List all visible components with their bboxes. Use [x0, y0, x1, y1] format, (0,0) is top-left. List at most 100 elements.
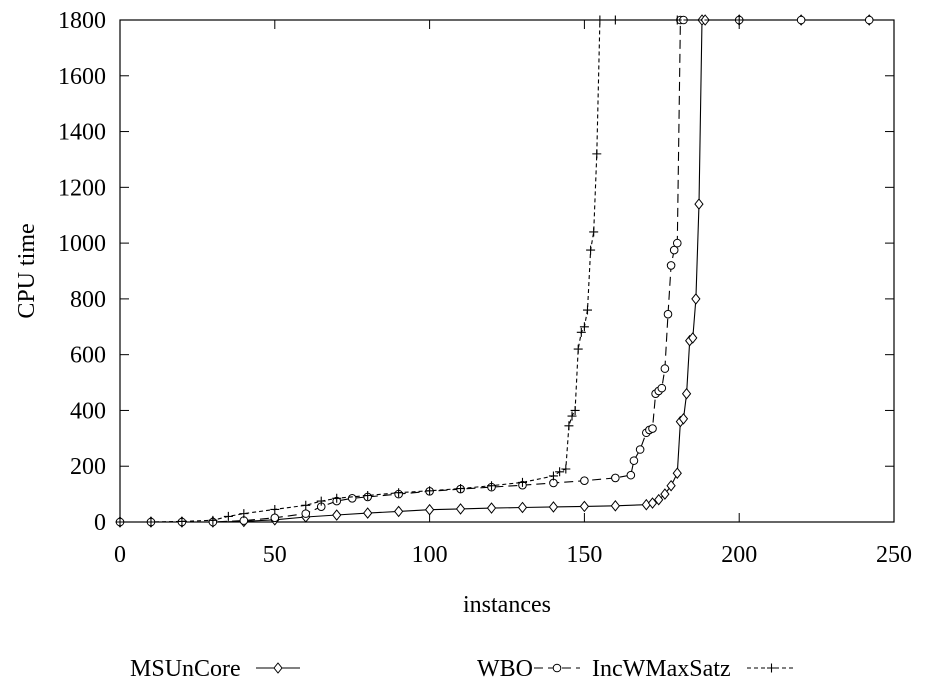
data-point [517, 501, 528, 514]
y-tick-label: 0 [94, 510, 106, 536]
data-point [678, 413, 689, 425]
axis-ticks: 0 50 100 150 200 250 0 200 400 600 800 1000 1200 1400… [58, 8, 912, 568]
data-point [487, 481, 497, 491]
data-point [666, 479, 676, 492]
data-point [641, 498, 651, 511]
data-point [579, 322, 589, 332]
plot-border [119, 19, 895, 523]
data-point [573, 344, 583, 354]
data-point [394, 488, 404, 498]
data-point [270, 513, 280, 523]
data-point [363, 507, 373, 519]
y-tick-label: 400 [70, 398, 106, 424]
data-point [657, 383, 667, 393]
data-point [635, 445, 645, 454]
data-point [691, 293, 701, 305]
data-point [223, 511, 233, 521]
data-point [347, 493, 357, 503]
legend-label: MSUnCore [130, 656, 241, 681]
data-point [647, 497, 658, 509]
data-point [694, 198, 704, 210]
data-point [576, 327, 586, 337]
data-point [570, 405, 580, 415]
data-point [669, 245, 679, 255]
data-point [610, 15, 620, 25]
legend-item-msuncore: MSUnCore [130, 656, 300, 681]
data-point [567, 411, 577, 421]
data-point [629, 456, 639, 465]
data-point [270, 504, 280, 514]
data-point [626, 470, 636, 480]
series-line [120, 19, 740, 523]
legend-marker [273, 662, 283, 674]
data-point [301, 509, 311, 518]
data-point [648, 424, 657, 433]
y-tick-label: 1200 [58, 175, 106, 201]
data-point [654, 493, 664, 506]
data-point [672, 467, 682, 479]
data-point [660, 364, 670, 373]
data-point [595, 15, 605, 25]
data-point [517, 477, 527, 487]
data-point [734, 15, 744, 25]
legend-item-incwmaxsatz: IncWMaxSatz [592, 656, 796, 681]
x-tick-label: 50 [263, 542, 287, 568]
series-line [120, 19, 870, 523]
data-point [660, 488, 670, 500]
data-point [688, 332, 698, 344]
data-point [579, 500, 590, 513]
data-point [582, 305, 592, 315]
data-point [548, 501, 559, 513]
data-point [208, 515, 218, 525]
data-point [363, 491, 373, 501]
x-tick-label: 200 [721, 542, 757, 568]
series-lines [115, 14, 874, 528]
x-tick-label: 100 [412, 542, 448, 568]
series-wbo [115, 15, 874, 527]
data-point [424, 503, 435, 516]
data-point [672, 15, 682, 25]
data-point [301, 500, 311, 510]
series-incwmaxsatz [115, 15, 744, 527]
data-point [589, 227, 599, 237]
plot-frame [119, 19, 895, 523]
x-tick-label: 0 [114, 542, 126, 568]
y-tick-label: 800 [70, 287, 106, 313]
data-point [592, 149, 602, 159]
y-tick-label: 600 [70, 343, 106, 369]
data-point [115, 517, 125, 527]
x-tick-label: 150 [566, 542, 602, 568]
data-point [146, 517, 156, 527]
data-point [332, 509, 342, 521]
y-tick-label: 200 [70, 454, 106, 480]
legend-label: IncWMaxSatz [592, 656, 731, 681]
legend-label: WBO [477, 656, 533, 681]
legend: MSUnCore WBO IncWMaxSatz [130, 656, 796, 681]
series-line [120, 19, 870, 523]
data-point [177, 516, 187, 526]
data-point [561, 464, 571, 474]
data-point [672, 238, 682, 248]
y-tick-label: 1600 [58, 64, 106, 90]
data-point [393, 505, 404, 518]
data-point [332, 493, 342, 503]
data-point [681, 387, 692, 400]
legend-marker [552, 663, 562, 673]
data-point [580, 476, 589, 486]
data-point [666, 261, 676, 270]
data-point [864, 15, 874, 25]
y-tick-label: 1800 [58, 8, 106, 34]
data-point [486, 502, 497, 514]
series-msuncore [115, 14, 874, 528]
data-point [564, 421, 574, 431]
data-point [239, 509, 249, 519]
data-point [611, 473, 620, 483]
x-tick-label: 250 [876, 542, 912, 568]
data-point [796, 15, 806, 25]
data-point [425, 486, 435, 496]
y-axis-title: CPU time [14, 223, 40, 318]
legend-item-wbo: WBO [477, 656, 580, 681]
data-point [663, 309, 673, 319]
